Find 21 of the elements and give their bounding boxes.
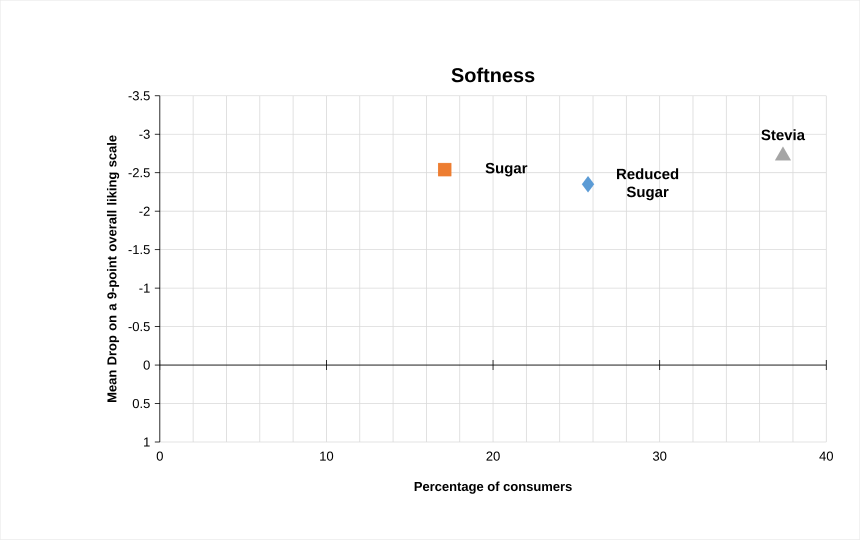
y-tick-label: 0 — [144, 360, 150, 370]
y-tick-label: -2 — [139, 206, 150, 216]
x-tick-label: 10 — [320, 452, 334, 461]
series-label: Stevia — [761, 129, 806, 140]
chart-title: Softness — [452, 68, 534, 82]
y-tick-label: 1 — [144, 438, 150, 447]
y-tick-label: -0.5 — [128, 322, 150, 332]
x-tick-label: 20 — [486, 452, 500, 461]
y-tick-label: -3.5 — [128, 91, 150, 100]
y-tick-label: -1.5 — [128, 245, 150, 254]
x-axis-title: Percentage of consumers — [414, 482, 572, 494]
x-tick-label: 40 — [819, 452, 833, 461]
y-tick-label: 0.5 — [132, 399, 150, 408]
y-tick-label: -1 — [139, 284, 150, 293]
y-tick-label: -2.5 — [128, 168, 150, 178]
series-label: Reduced Sugar — [617, 168, 678, 200]
x-tick-label: 0 — [156, 452, 163, 461]
x-tick-label: 30 — [652, 452, 666, 461]
y-axis-title: Mean Drop on a 9-point overall liking scale — [106, 135, 120, 402]
y-tick-label: -3 — [139, 130, 150, 139]
text: Sugar — [486, 162, 528, 177]
